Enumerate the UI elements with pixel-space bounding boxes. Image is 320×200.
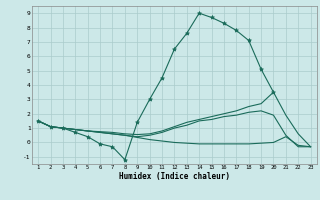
X-axis label: Humidex (Indice chaleur): Humidex (Indice chaleur)	[119, 172, 230, 181]
